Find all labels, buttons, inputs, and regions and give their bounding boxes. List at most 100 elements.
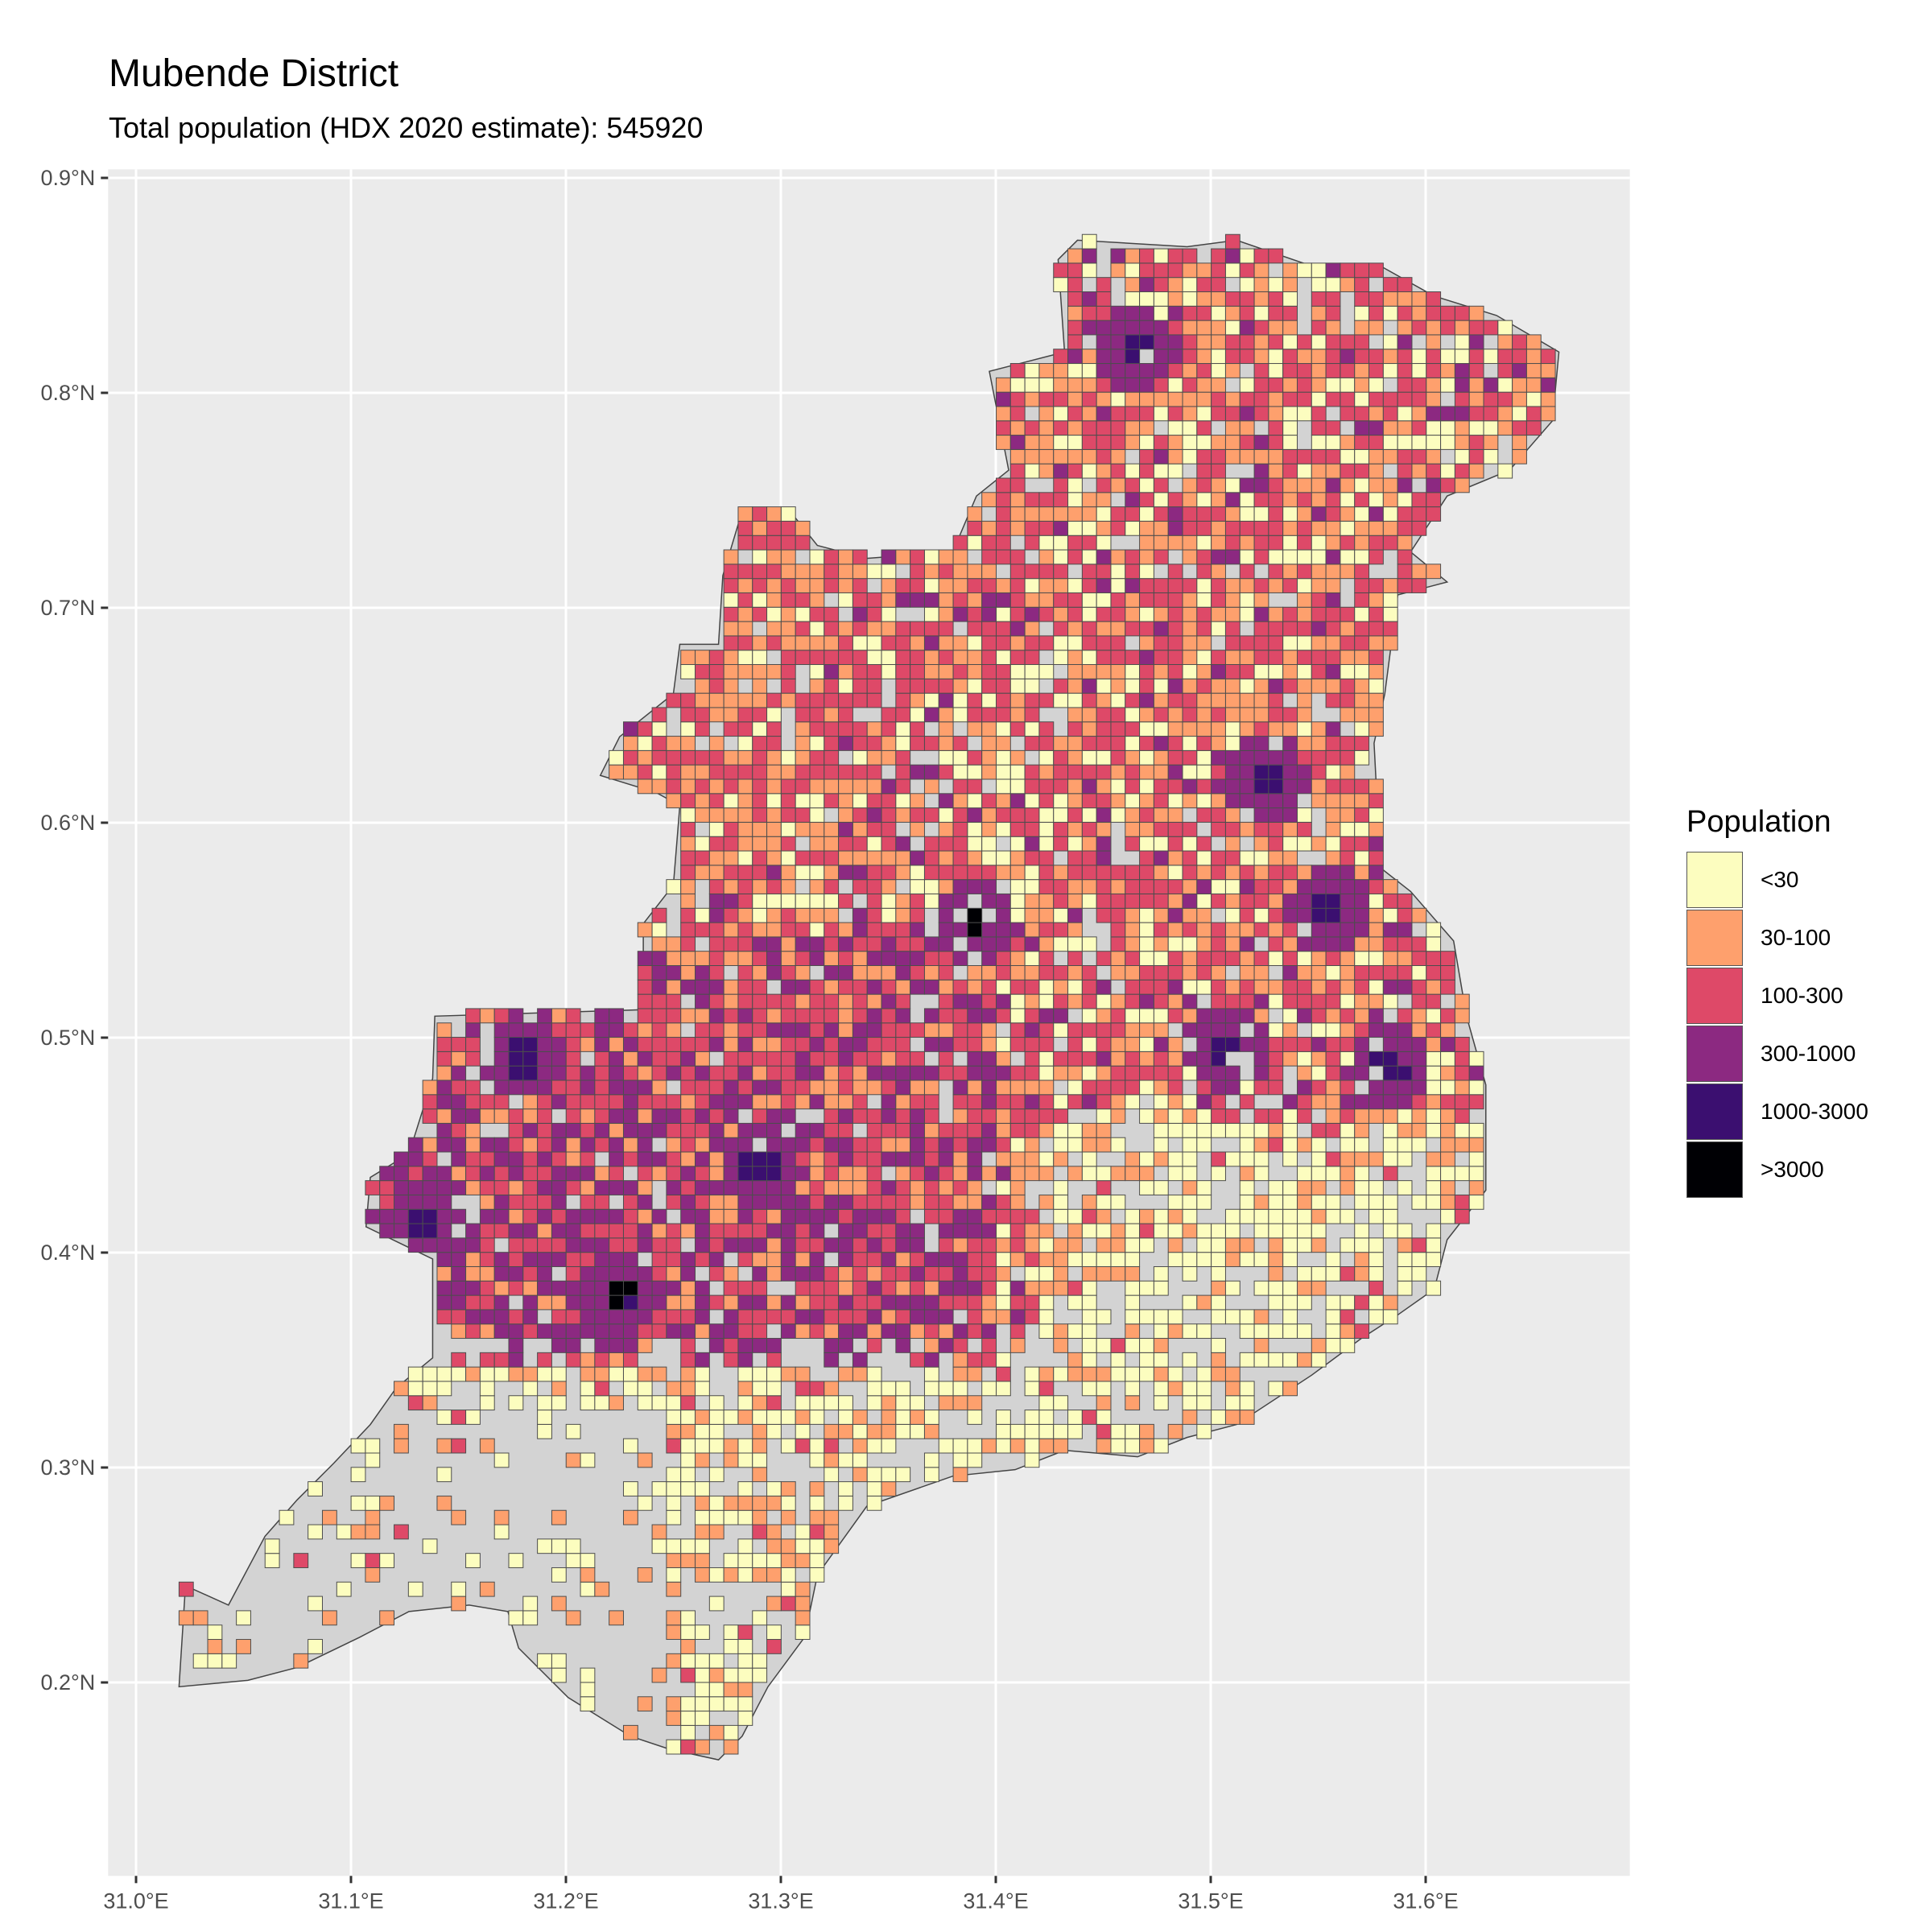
population-cell (752, 821, 768, 837)
population-cell (637, 1452, 653, 1468)
population-cell (1354, 377, 1370, 393)
population-cell (1325, 592, 1341, 608)
population-cell (1009, 650, 1026, 666)
population-cell (866, 621, 882, 637)
population-cell (1153, 1280, 1169, 1296)
population-cell (1340, 564, 1356, 580)
population-cell (580, 1352, 596, 1368)
population-cell (680, 1711, 696, 1726)
population-cell (493, 1037, 510, 1052)
population-cell (508, 1180, 524, 1195)
population-cell (1282, 1223, 1298, 1239)
population-cell (1454, 391, 1470, 407)
population-cell (952, 707, 968, 723)
population-cell (1167, 1051, 1183, 1067)
population-cell (1153, 606, 1169, 622)
population-cell (1081, 262, 1097, 279)
population-cell (1368, 721, 1384, 737)
population-cell (1125, 578, 1141, 593)
population-cell (651, 1051, 667, 1067)
population-cell (580, 1567, 596, 1583)
population-cell (1167, 993, 1183, 1009)
population-cell (422, 1151, 438, 1167)
population-cell (852, 850, 868, 866)
population-cell (780, 1051, 796, 1067)
population-cell (1368, 664, 1384, 679)
population-cell (695, 1452, 710, 1468)
population-cell (1009, 1280, 1026, 1296)
population-cell (666, 1094, 682, 1110)
population-cell (996, 1294, 1011, 1311)
population-cell (622, 1151, 638, 1167)
population-cell (1253, 951, 1269, 967)
population-cell (824, 1008, 840, 1024)
population-cell (1468, 420, 1484, 436)
population-cell (1096, 1180, 1112, 1195)
population-cell (723, 778, 739, 795)
population-cell (1067, 907, 1083, 923)
population-cell (838, 821, 853, 837)
population-cell (1009, 1022, 1026, 1038)
population-cell (824, 1509, 840, 1525)
population-cell (1397, 893, 1413, 909)
population-cell (1167, 463, 1183, 479)
population-cell (723, 979, 739, 995)
population-cell (1096, 778, 1112, 795)
population-cell (938, 1395, 954, 1411)
population-cell (1196, 736, 1212, 751)
population-cell (1325, 506, 1341, 522)
population-cell (723, 1223, 739, 1239)
population-cell (1067, 363, 1083, 378)
population-cell (451, 1166, 467, 1182)
population-cell (1196, 1194, 1212, 1210)
population-cell (1296, 635, 1312, 651)
population-cell (1224, 1022, 1241, 1038)
population-cell (780, 1194, 796, 1210)
population-cell (780, 664, 796, 679)
population-cell (1167, 291, 1183, 307)
population-cell (1153, 1352, 1169, 1368)
population-cell (1253, 692, 1269, 708)
population-cell (1239, 406, 1255, 422)
population-cell (1096, 377, 1112, 393)
population-cell (1053, 520, 1069, 536)
population-cell (680, 850, 696, 866)
population-cell (1110, 936, 1126, 952)
population-cell (1053, 879, 1069, 894)
population-cell (379, 1223, 395, 1239)
population-cell (1009, 936, 1026, 952)
population-cell (1224, 535, 1241, 551)
population-cell (479, 1252, 495, 1267)
population-cell (1268, 936, 1284, 952)
population-cell (1325, 807, 1341, 823)
population-cell (1009, 850, 1026, 866)
population-cell (795, 1008, 811, 1024)
population-cell (923, 1452, 939, 1468)
population-cell (1038, 951, 1055, 967)
population-cell (1182, 1265, 1198, 1282)
population-cell (1067, 922, 1083, 938)
population-cell (1024, 678, 1040, 694)
population-cell (1354, 277, 1370, 292)
population-cell (996, 707, 1011, 723)
population-cell (1125, 922, 1141, 938)
population-cell (766, 807, 782, 823)
population-cell (609, 1137, 624, 1153)
population-cell (1382, 993, 1398, 1009)
population-cell (1311, 1122, 1327, 1138)
population-cell (1053, 749, 1069, 766)
population-cell (1239, 564, 1255, 580)
population-cell (1110, 879, 1126, 894)
population-cell (1368, 1051, 1384, 1067)
population-cell (1311, 420, 1327, 436)
population-cell (780, 764, 796, 780)
legend: Population <30 30-100 100-300 300-1000 1000-… (1686, 805, 1868, 1199)
population-cell (1125, 664, 1141, 679)
population-cell (852, 936, 868, 952)
population-cell (938, 564, 954, 580)
population-cell (1382, 277, 1398, 292)
population-cell (1139, 463, 1154, 479)
population-cell (795, 621, 811, 637)
population-cell (1368, 592, 1384, 608)
population-cell (1268, 406, 1284, 422)
